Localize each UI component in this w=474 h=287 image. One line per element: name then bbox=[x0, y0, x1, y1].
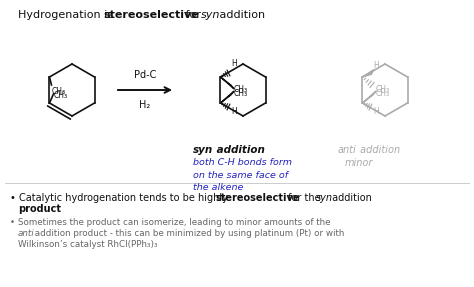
Text: addition: addition bbox=[357, 145, 400, 155]
Text: anti: anti bbox=[338, 145, 357, 155]
Text: Hydrogenation is: Hydrogenation is bbox=[18, 10, 117, 20]
Text: H: H bbox=[374, 107, 379, 116]
Text: for the: for the bbox=[285, 193, 324, 203]
Text: addition: addition bbox=[213, 145, 265, 155]
Text: for: for bbox=[182, 10, 204, 20]
Text: syn: syn bbox=[201, 10, 220, 20]
Text: H₂: H₂ bbox=[139, 100, 151, 110]
Text: • Catalytic hydrogenation tends to be highly: • Catalytic hydrogenation tends to be hi… bbox=[10, 193, 231, 203]
Text: • Sometimes the product can isomerize, leading to minor amounts of the: • Sometimes the product can isomerize, l… bbox=[10, 218, 330, 227]
Text: H: H bbox=[374, 61, 379, 70]
Text: minor: minor bbox=[345, 158, 374, 168]
Text: syn: syn bbox=[193, 145, 213, 155]
Polygon shape bbox=[363, 91, 376, 103]
Text: syn: syn bbox=[316, 193, 333, 203]
Text: CH₃: CH₃ bbox=[234, 85, 247, 94]
Text: CH₃: CH₃ bbox=[52, 87, 65, 96]
Polygon shape bbox=[220, 77, 234, 89]
Text: Pd-C: Pd-C bbox=[134, 70, 156, 80]
Text: Wilkinson’s catalyst RhCl(PPh₃)₃: Wilkinson’s catalyst RhCl(PPh₃)₃ bbox=[18, 240, 157, 249]
Text: CH₃: CH₃ bbox=[54, 91, 68, 100]
Text: CH₃: CH₃ bbox=[234, 89, 247, 98]
Text: CH₃: CH₃ bbox=[375, 85, 390, 94]
Polygon shape bbox=[363, 70, 374, 77]
Text: addition product - this can be minimized by using platinum (Pt) or with: addition product - this can be minimized… bbox=[32, 229, 345, 238]
Text: CH₃: CH₃ bbox=[375, 89, 390, 98]
Text: product: product bbox=[18, 204, 61, 214]
Text: both C-H bonds form
on the same face of
the alkene: both C-H bonds form on the same face of … bbox=[193, 158, 292, 192]
Text: stereoselective: stereoselective bbox=[103, 10, 199, 20]
Text: addition: addition bbox=[216, 10, 265, 20]
Text: H: H bbox=[231, 107, 237, 116]
Text: anti: anti bbox=[18, 229, 35, 238]
Text: H: H bbox=[231, 59, 237, 68]
Polygon shape bbox=[220, 91, 234, 103]
Text: stereoselective: stereoselective bbox=[215, 193, 300, 203]
Text: addition: addition bbox=[329, 193, 372, 203]
